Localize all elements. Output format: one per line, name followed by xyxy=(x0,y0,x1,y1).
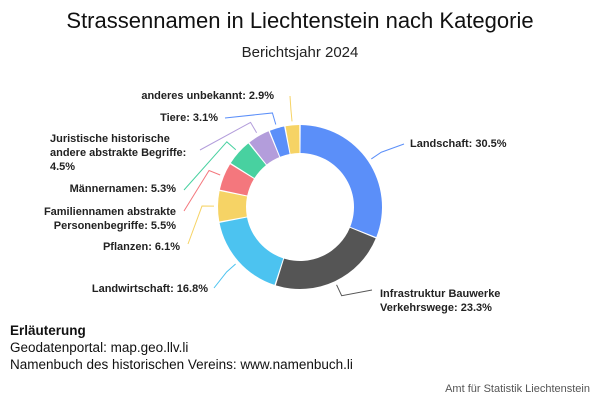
leader-line xyxy=(371,143,405,160)
slice-label: Pflanzen: 6.1% xyxy=(103,241,180,253)
slice-label: Männernamen: 5.3% xyxy=(70,183,177,195)
source-credit: Amt für Statistik Liechtenstein xyxy=(445,383,590,395)
chart-subtitle: Berichtsjahr 2024 xyxy=(242,44,359,61)
chart-title: Strassennamen in Liechtenstein nach Kate… xyxy=(66,8,533,33)
donut-slice[interactable] xyxy=(219,164,254,196)
donut-slice[interactable] xyxy=(300,125,382,238)
donut-slice[interactable] xyxy=(230,143,266,179)
notes-line-geoportal: Geodatenportal: map.geo.llv.li xyxy=(10,340,189,355)
slice-label: Juristische historische andere abstrakte … xyxy=(50,133,186,173)
leader-line xyxy=(187,205,215,245)
leader-line xyxy=(336,284,373,297)
labels-layer: Landschaft: 30.5% Infrastruktur Bauwerke V… xyxy=(44,90,507,314)
slice-label: Infrastruktur Bauwerke Verkehrswege: 23.3… xyxy=(380,288,500,314)
leader-line xyxy=(224,112,277,125)
leader-line xyxy=(213,263,236,289)
leader-line xyxy=(199,121,258,151)
slice-label: anderes unbekannt: 2.9% xyxy=(141,90,274,102)
slice-label: Tiere: 3.1% xyxy=(160,112,218,124)
notes-block: Erläuterung Geodatenportal: map.geo.llv.… xyxy=(10,322,353,373)
donut-slice[interactable] xyxy=(269,126,290,157)
leader-line xyxy=(183,141,237,191)
slice-label: Landwirtschaft: 16.8% xyxy=(92,283,208,295)
leader-lines-layer xyxy=(183,95,405,297)
notes-line-namenbuch: Namenbuch des historischen Vereins: www.… xyxy=(10,357,353,372)
leader-line xyxy=(289,95,293,122)
donut-slice[interactable] xyxy=(275,227,376,289)
leader-line xyxy=(183,169,221,212)
notes-heading: Erläuterung xyxy=(10,323,86,338)
donut-slice[interactable] xyxy=(219,217,284,285)
slice-label: Landschaft: 30.5% xyxy=(410,138,507,150)
slices-layer xyxy=(218,125,382,289)
donut-slice[interactable] xyxy=(218,190,248,222)
donut-slice[interactable] xyxy=(249,131,280,165)
slice-label: Familiennamen abstrakte Personenbegriffe:… xyxy=(44,206,176,232)
donut-slice[interactable] xyxy=(285,125,300,154)
